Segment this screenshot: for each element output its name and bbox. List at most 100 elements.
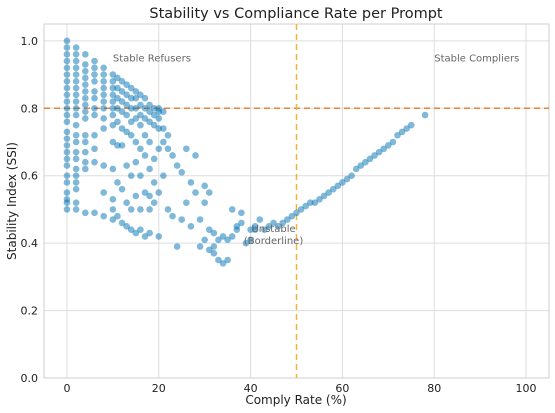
data-point [118, 88, 126, 95]
data-point [114, 118, 121, 126]
data-point [109, 78, 117, 85]
data-point [196, 243, 204, 250]
data-point [141, 152, 149, 159]
data-point [407, 121, 415, 129]
data-point [91, 64, 98, 72]
data-points [63, 37, 429, 267]
data-point [72, 138, 80, 146]
data-point [146, 101, 153, 109]
data-point [398, 128, 406, 136]
region-label: Stable Refusers [113, 54, 191, 65]
data-point [201, 199, 208, 206]
data-point [72, 185, 80, 193]
data-point [114, 94, 121, 102]
data-point [114, 74, 121, 82]
tick-labels: 0 20 40 60 80 100 0.0 0.2 0.4 0.6 0.8 1.0 [21, 35, 537, 395]
data-point [366, 155, 374, 163]
data-point [72, 57, 80, 65]
data-point [247, 236, 254, 244]
x-tick-label: 100 [516, 382, 537, 395]
data-point [288, 212, 296, 220]
data-point [385, 142, 392, 149]
data-point [82, 138, 89, 146]
data-point [100, 189, 107, 196]
data-point [82, 88, 89, 95]
data-point [118, 98, 126, 105]
data-point [210, 249, 218, 257]
data-point [137, 121, 144, 129]
data-point [109, 138, 117, 146]
data-point [160, 108, 167, 115]
data-point [284, 216, 291, 223]
region-label: Unstable [251, 224, 295, 235]
data-point [100, 64, 107, 72]
data-point [82, 165, 89, 173]
x-tick-label: 80 [427, 382, 441, 395]
data-point [215, 236, 222, 244]
data-point [155, 125, 163, 132]
data-point [316, 196, 323, 203]
data-point [394, 131, 401, 139]
data-point [109, 196, 117, 203]
region-label: (Borderline) [244, 236, 303, 247]
data-point [205, 246, 213, 254]
data-point [109, 206, 117, 213]
data-point [72, 199, 80, 206]
data-point [82, 67, 89, 75]
data-point [127, 131, 135, 139]
data-point [141, 189, 149, 196]
data-point [72, 155, 80, 163]
data-point [352, 165, 360, 173]
data-point [141, 233, 149, 240]
data-point [201, 236, 208, 244]
data-point [91, 111, 98, 119]
data-point [293, 209, 300, 217]
data-point [146, 165, 153, 173]
data-point [343, 175, 351, 183]
data-point [63, 206, 71, 213]
data-point [114, 104, 121, 112]
data-point [150, 121, 158, 129]
data-point [261, 226, 268, 233]
data-point [63, 189, 71, 196]
data-point [72, 91, 80, 99]
data-point [329, 185, 337, 193]
data-point [100, 162, 107, 169]
data-point [82, 81, 89, 88]
data-point [82, 101, 89, 109]
data-point [91, 94, 98, 102]
data-point [150, 104, 158, 112]
data-point [82, 74, 89, 82]
data-point [118, 142, 126, 149]
data-point [91, 158, 98, 166]
data-point [205, 226, 213, 233]
data-point [123, 162, 130, 169]
data-point [320, 192, 328, 200]
data-point [256, 216, 264, 223]
data-point [72, 148, 80, 156]
data-point [109, 91, 117, 99]
y-tick-label: 0.8 [21, 102, 39, 115]
data-point [127, 226, 135, 233]
data-point [109, 71, 117, 78]
data-point [109, 216, 117, 223]
chart-title: Stability vs Compliance Rate per Prompt [149, 6, 443, 22]
data-point [146, 192, 153, 200]
data-point [155, 145, 163, 153]
data-point [137, 206, 144, 213]
data-point [187, 222, 195, 230]
data-point [187, 179, 195, 186]
data-point [192, 152, 199, 159]
data-point [72, 44, 80, 51]
data-point [91, 57, 98, 65]
data-point [72, 131, 80, 139]
data-point [242, 239, 250, 247]
data-point [100, 104, 107, 112]
data-point [123, 128, 130, 136]
data-point [348, 172, 355, 180]
data-point [127, 84, 135, 92]
data-point [63, 148, 71, 156]
data-point [146, 108, 153, 115]
data-point [91, 88, 98, 95]
